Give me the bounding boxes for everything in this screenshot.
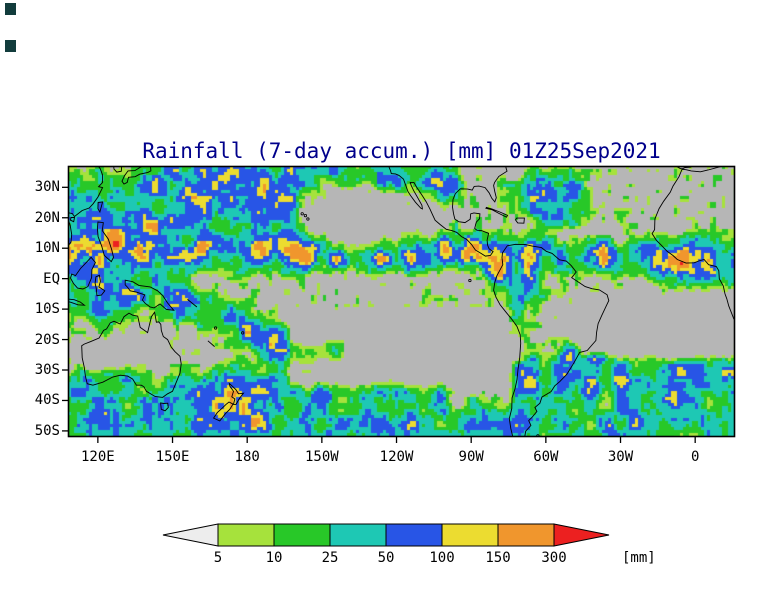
colorbar-tick-label: 10 (266, 550, 283, 566)
island-dot (468, 278, 472, 283)
coastline-new-zealand-north (228, 382, 245, 405)
lat-tick-label: 20N (34, 209, 60, 226)
coastline-new-caledonia (207, 340, 215, 347)
coastline-tasmania (160, 402, 169, 412)
lon-tick-label: 90W (458, 449, 484, 465)
map-panel (68, 166, 735, 437)
coastline-cuba (485, 206, 509, 218)
island-dot (303, 213, 307, 218)
lon-tick-label: 180 (234, 449, 260, 465)
chart-title: Rainfall (7-day accum.) [mm] 01Z25Sep202… (142, 139, 661, 163)
lon-tick-label: 30W (607, 449, 634, 465)
coastlines-layer (68, 166, 735, 437)
colorbar-tick-label: 50 (378, 550, 395, 566)
lat-tick-label: 50S (34, 422, 60, 439)
coastline-hispaniola (514, 217, 525, 224)
coastline-south-america (493, 243, 610, 437)
coastline-iberia (674, 166, 694, 170)
colorbar-segment (217, 523, 275, 547)
lat-tick-label: 20S (34, 331, 60, 348)
coastline-china-coast (68, 166, 104, 218)
colorbar-tick-label: 300 (541, 550, 566, 566)
colorbar-tick-label: 5 (214, 550, 222, 566)
colorbar-tick-label: 25 (322, 550, 339, 566)
lat-tick-label: EQ (43, 270, 60, 287)
colorbar-tick-label: 150 (485, 550, 510, 566)
colorbar-unit-label: [mm] (622, 550, 656, 566)
island-dot (214, 326, 218, 330)
coastline-korea (113, 166, 123, 173)
colorbar-tick-label: 100 (429, 550, 454, 566)
corner-artifact (5, 3, 16, 15)
colorbar-segment (497, 523, 555, 547)
island-dot (241, 331, 245, 335)
coastline-sulawesi (94, 274, 106, 297)
coastline-africa (651, 166, 735, 321)
coastline-borneo (70, 256, 96, 290)
lon-tick-label: 0 (690, 449, 700, 465)
colorbar-below-arrow (162, 523, 219, 547)
colorbar-segment (329, 523, 387, 547)
lat-tick-label: 10N (34, 240, 60, 257)
lon-tick-label: 120E (81, 449, 115, 465)
island-dot (536, 434, 540, 437)
lon-tick-label: 150W (304, 449, 339, 465)
lat-tick-label: 30N (34, 179, 60, 196)
lon-tick-label: 60W (533, 449, 559, 465)
lat-tick-label: 30S (34, 362, 60, 378)
lat-tick-label: 40S (34, 392, 60, 409)
coastline-java (68, 298, 86, 306)
coastline-new-zealand-south (212, 401, 234, 422)
colorbar-segment (441, 523, 499, 547)
colorbar-above-arrow (553, 523, 610, 547)
lon-tick-label: 120W (379, 449, 414, 465)
coastline-solomons (187, 299, 198, 308)
colorbar-segment (385, 523, 443, 547)
colorbar-segment (273, 523, 331, 547)
island-dot (306, 217, 310, 221)
coastline-vietnam-coast (68, 217, 73, 247)
coastline-hainan (69, 217, 76, 223)
coastline-taiwan (97, 201, 104, 214)
coastline-japan (121, 166, 152, 185)
island-dot (300, 212, 304, 216)
lat-tick-label: 10S (34, 301, 60, 318)
coastline-philippines (96, 221, 114, 263)
lon-tick-label: 150E (155, 449, 190, 465)
coastline-new-guinea (124, 279, 175, 311)
corner-artifact (5, 40, 16, 52)
coastline-australia (81, 311, 182, 398)
coastline-north-america (388, 166, 508, 257)
